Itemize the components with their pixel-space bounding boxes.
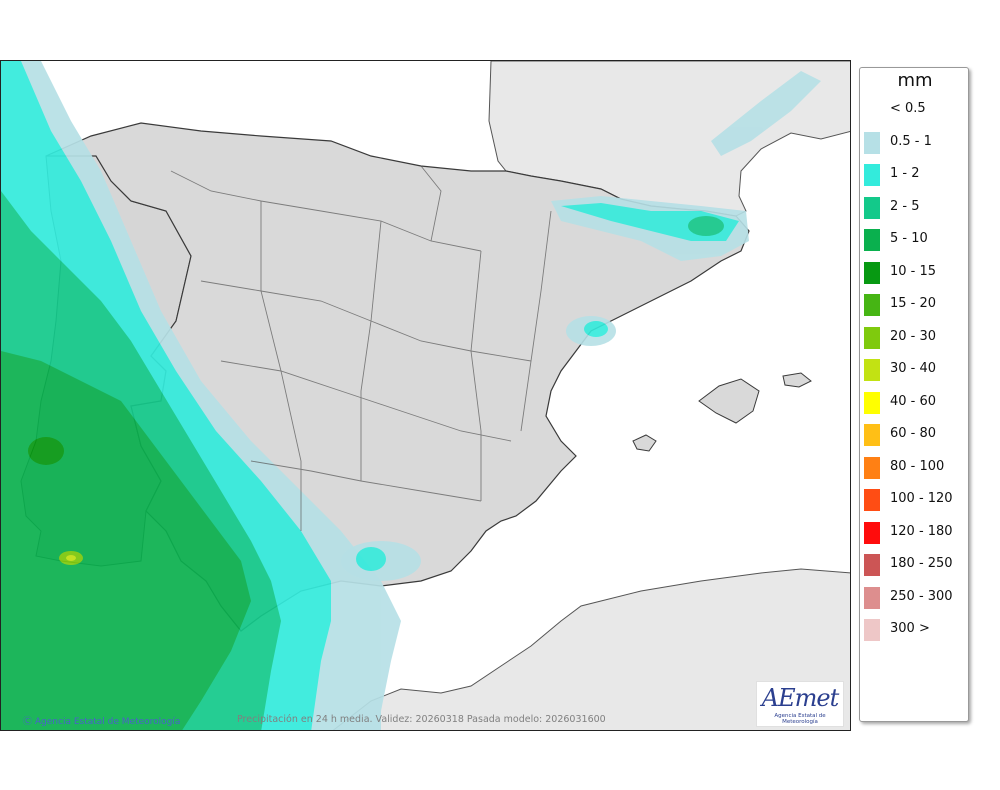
map-footnote: Precipitación en 24 h media. Validez: 20… bbox=[237, 714, 606, 725]
legend-swatch bbox=[864, 131, 880, 154]
logo-subtitle: Agencia Estatal de Meteorología bbox=[774, 713, 826, 725]
precipitation-map: Ⓒ Agencia Estatal de Meteorología Precip… bbox=[0, 60, 851, 731]
legend-label: 20 - 30 bbox=[890, 328, 937, 344]
legend-label: 15 - 20 bbox=[890, 296, 937, 311]
agency-credit: Ⓒ Agencia Estatal de Meteorología bbox=[23, 714, 180, 727]
legend-item: 10 - 15 bbox=[860, 261, 970, 285]
legend-label: 120 - 180 bbox=[890, 523, 953, 539]
legend-label: 180 - 250 bbox=[890, 556, 953, 571]
copyright-icon: Ⓒ bbox=[23, 717, 33, 727]
legend-item: 80 - 100 bbox=[860, 456, 970, 480]
legend-item: 2 - 5 bbox=[860, 196, 970, 220]
legend-item: 60 - 80 bbox=[860, 423, 970, 447]
legend-item: 20 - 30 bbox=[860, 326, 970, 350]
legend-swatch bbox=[864, 391, 880, 414]
legend-swatch bbox=[864, 261, 880, 284]
precip-southeast-core bbox=[356, 547, 386, 571]
north-africa-land bbox=[332, 568, 850, 730]
precipitation-shading bbox=[1, 61, 401, 730]
legend-swatch bbox=[864, 229, 880, 251]
legend-swatch bbox=[864, 164, 880, 186]
legend-item: 30 - 40 bbox=[860, 358, 970, 382]
legend-item: 120 - 180 bbox=[860, 521, 970, 545]
legend-item: 5 - 10 bbox=[860, 228, 970, 252]
ibiza-island bbox=[632, 434, 657, 452]
legend-label: 5 - 10 bbox=[890, 231, 928, 246]
legend-label: 60 - 80 bbox=[890, 426, 937, 441]
legend-label: 100 - 120 bbox=[890, 491, 953, 506]
legend-unit: mm bbox=[897, 70, 933, 91]
legend-item: < 0.5 bbox=[860, 98, 970, 122]
legend-swatch bbox=[864, 196, 880, 219]
precip-30-40 bbox=[66, 555, 76, 561]
legend-label: 10 - 15 bbox=[890, 263, 937, 279]
legend-swatch bbox=[864, 619, 880, 641]
legend-item: 0.5 - 1 bbox=[860, 131, 970, 155]
precipitation-northeast bbox=[341, 71, 821, 581]
legend-label: 30 - 40 bbox=[890, 361, 937, 376]
logo-wordmark: AEmet bbox=[761, 684, 839, 712]
legend-item: 40 - 60 bbox=[860, 391, 970, 415]
legend-item: 250 - 300 bbox=[860, 586, 970, 610]
legend-item: 15 - 20 bbox=[860, 293, 970, 317]
legend-swatch bbox=[864, 521, 880, 544]
legend-label: 2 - 5 bbox=[890, 198, 920, 214]
legend-item: 1 - 2 bbox=[860, 163, 970, 187]
legend: mm < 0.5 0.5 - 1 1 - 2 2 - 5 5 - 10 10 - 15 15… bbox=[859, 67, 969, 722]
legend-swatch bbox=[864, 586, 880, 609]
precip-pyrenees-2-5 bbox=[688, 216, 724, 236]
legend-label: 80 - 100 bbox=[890, 458, 945, 474]
legend-swatch bbox=[864, 489, 880, 511]
legend-label: 250 - 300 bbox=[890, 588, 953, 604]
precip-valencia-core bbox=[584, 321, 608, 337]
legend-swatch bbox=[864, 294, 880, 316]
legend-item: 300 > bbox=[860, 618, 970, 642]
mallorca-island bbox=[698, 378, 760, 424]
legend-label: 300 > bbox=[890, 621, 930, 636]
legend-swatch bbox=[864, 424, 880, 446]
legend-label: 0.5 - 1 bbox=[890, 133, 932, 149]
legend-swatch bbox=[864, 554, 880, 576]
legend-swatch bbox=[864, 359, 880, 381]
agency-credit-text: Agencia Estatal de Meteorología bbox=[34, 717, 181, 727]
legend-swatch bbox=[864, 326, 880, 349]
map-canvas bbox=[1, 61, 850, 730]
precip-10-15 bbox=[28, 437, 64, 465]
aemet-logo: AEmet Agencia Estatal de Meteorología bbox=[756, 681, 844, 727]
legend-label: 1 - 2 bbox=[890, 166, 920, 181]
legend-item: 180 - 250 bbox=[860, 553, 970, 577]
legend-item: 100 - 120 bbox=[860, 488, 970, 512]
legend-label: 40 - 60 bbox=[890, 393, 937, 409]
precip-gulf-lion bbox=[711, 71, 821, 156]
regional-boundaries bbox=[170, 165, 552, 531]
legend-swatch bbox=[864, 456, 880, 479]
precip-5-10 bbox=[1, 351, 251, 730]
legend-swatch bbox=[864, 99, 880, 121]
legend-label: < 0.5 bbox=[890, 101, 926, 116]
menorca-island bbox=[782, 372, 812, 388]
